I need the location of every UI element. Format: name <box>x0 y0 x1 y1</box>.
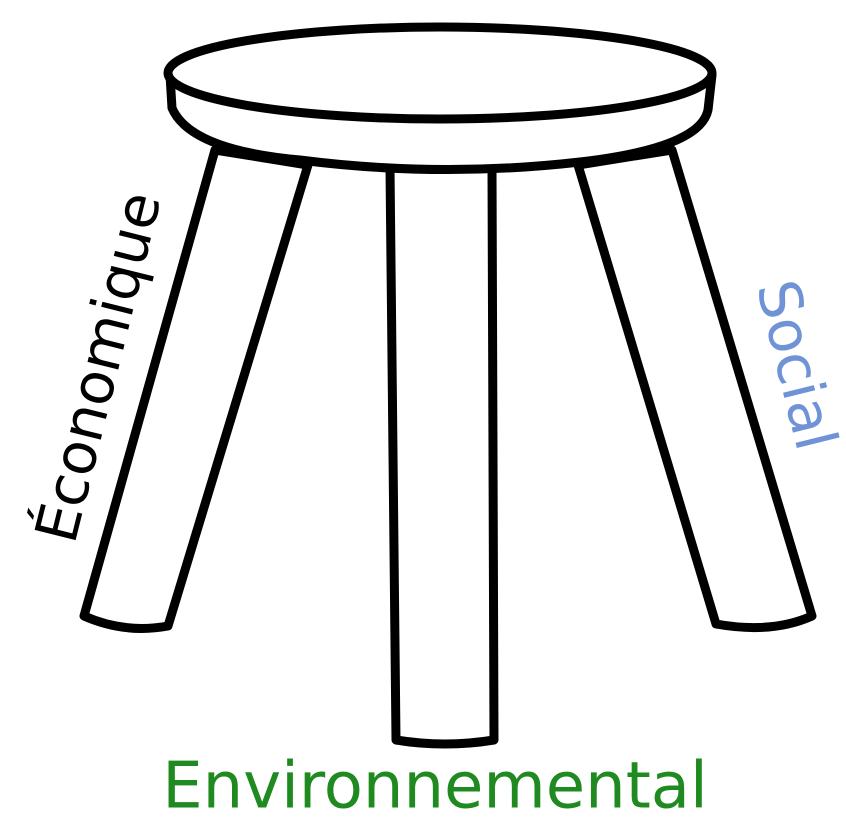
diagram: Économique Social Environnemental <box>0 0 846 822</box>
environmental-label: Environnemental <box>162 750 708 822</box>
front-leg <box>390 168 494 744</box>
stool <box>84 27 812 744</box>
seat-top <box>168 27 712 119</box>
